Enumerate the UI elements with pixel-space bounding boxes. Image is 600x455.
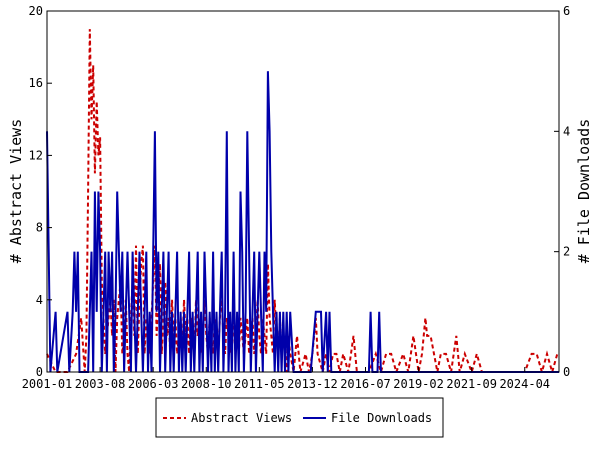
x-tick-label: 2008-10 bbox=[181, 377, 232, 391]
x-tick-label: 2006-03 bbox=[128, 377, 179, 391]
legend: Abstract Views File Downloads bbox=[155, 397, 444, 438]
left-tick-label: 4 bbox=[36, 293, 43, 307]
right-tick-label: 6 bbox=[563, 4, 570, 18]
x-tick-label: 2016-07 bbox=[340, 377, 391, 391]
legend-box bbox=[155, 397, 444, 438]
legend-label-abstract-views: Abstract Views bbox=[191, 411, 292, 425]
right-tick-label: 0 bbox=[563, 365, 570, 379]
x-tick-label: 2011-05 bbox=[234, 377, 285, 391]
right-tick-label: 2 bbox=[563, 245, 570, 259]
x-tick-label: 2013-12 bbox=[287, 377, 338, 391]
x-tick-label: 2021-09 bbox=[446, 377, 497, 391]
series-line-abstract-views bbox=[46, 29, 559, 376]
left-axis-title: # Abstract Views bbox=[7, 119, 25, 264]
x-tick-label: 2003-08 bbox=[75, 377, 126, 391]
plot-frame bbox=[46, 10, 560, 373]
left-axis-ticks: 0 4 8 12 16 20 bbox=[29, 4, 52, 379]
legend-label-file-downloads: File Downloads bbox=[331, 411, 432, 425]
left-tick-label: 20 bbox=[29, 4, 43, 18]
left-tick-label: 16 bbox=[29, 76, 43, 90]
right-axis-title: # File Downloads bbox=[575, 119, 593, 264]
right-tick-label: 4 bbox=[563, 124, 570, 138]
x-tick-label: 2024-04 bbox=[499, 377, 550, 391]
left-tick-label: 0 bbox=[36, 365, 43, 379]
left-tick-label: 12 bbox=[29, 148, 43, 162]
left-tick-label: 8 bbox=[36, 221, 43, 235]
x-tick-label: 2001-01 bbox=[22, 377, 73, 391]
x-axis-ticks: 2001-01 2003-08 2006-03 2008-10 2011-05 2013-… bbox=[22, 367, 550, 391]
x-tick-label: 2019-02 bbox=[393, 377, 444, 391]
